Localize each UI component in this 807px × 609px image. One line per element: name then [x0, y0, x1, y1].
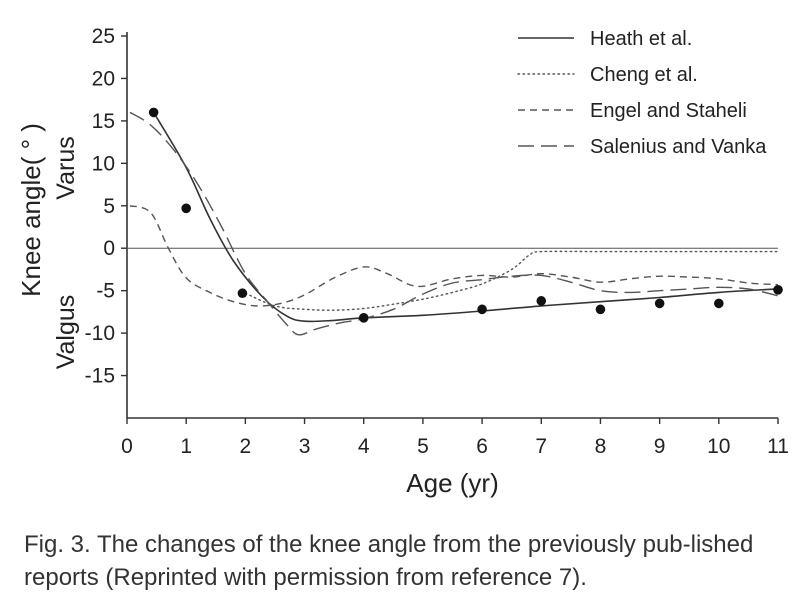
- x-tick-label: 6: [476, 435, 488, 458]
- legend: Heath et al. Cheng et al. Engel and Stahel…: [517, 28, 767, 158]
- x-tick-label: 0: [121, 435, 133, 458]
- series-line-heath-et-al: [152, 111, 779, 323]
- x-tick-label: 5: [417, 435, 429, 458]
- x-tick-label: 11: [767, 435, 789, 458]
- x-tick-label: 3: [299, 435, 311, 458]
- y-tick-label: -15: [85, 365, 115, 388]
- figure-caption-text: The changes of the knee angle from the p…: [24, 531, 754, 591]
- data-point: [148, 107, 159, 118]
- figure-label: Fig. 3.: [24, 531, 91, 558]
- series-line-salenius-and-vanka: [129, 111, 779, 336]
- varus-label: Varus: [52, 136, 80, 199]
- data-point: [477, 304, 487, 315]
- y-tick-label: -5: [96, 280, 115, 303]
- scatter-layer: [148, 107, 783, 323]
- axes-layer: 25 20 15 10 5 0 -5 -10 -15 0 1 2 3 4 5 6 7 8 9 10 11: [85, 25, 789, 458]
- x-tick-label: 4: [358, 435, 370, 458]
- x-tick-label: 9: [654, 435, 666, 458]
- x-tick-label: 2: [240, 435, 252, 458]
- knee-angle-chart: 25 20 15 10 5 0 -5 -10 -15 0 1 2 3 4 5 6 7 8 9 10 11 Heath e…: [16, 25, 789, 498]
- series-line-engel-and-staheli: [129, 205, 779, 307]
- y-tick-label: -10: [85, 322, 115, 345]
- x-axis-title: Age (yr): [406, 468, 498, 498]
- legend-label: Cheng et al.: [590, 64, 698, 86]
- data-point: [773, 285, 783, 295]
- y-tick-label: 0: [103, 237, 115, 260]
- x-tick-label: 10: [707, 435, 730, 458]
- series-layer: [129, 111, 779, 336]
- y-axis-title: Knee angle( ° ): [16, 123, 46, 297]
- data-point: [595, 304, 606, 315]
- y-tick-label: 5: [103, 195, 115, 218]
- data-point: [536, 296, 547, 306]
- y-tick-label: 20: [92, 67, 115, 90]
- data-point: [237, 288, 248, 299]
- y-tick-label: 25: [92, 25, 115, 48]
- y-tick-label: 15: [92, 110, 115, 133]
- data-point: [654, 298, 665, 309]
- valgus-label: Valgus: [52, 295, 80, 370]
- x-tick-label: 8: [595, 435, 607, 458]
- series-line-cheng-et-al: [244, 250, 779, 311]
- axis-labels: Age (yr) Knee angle( ° ) Varus Valgus: [16, 123, 499, 498]
- data-point: [358, 313, 369, 323]
- figure-caption: Fig. 3. The changes of the knee angle fr…: [24, 528, 784, 594]
- legend-label: Engel and Staheli: [590, 100, 747, 122]
- x-tick-label: 1: [180, 435, 192, 458]
- x-tick-label: 7: [535, 435, 547, 458]
- legend-label: Heath et al.: [590, 28, 692, 50]
- data-point: [181, 203, 191, 214]
- legend-label: Salenius and Vanka: [590, 136, 767, 158]
- data-point: [714, 298, 724, 309]
- y-tick-label: 10: [92, 152, 115, 175]
